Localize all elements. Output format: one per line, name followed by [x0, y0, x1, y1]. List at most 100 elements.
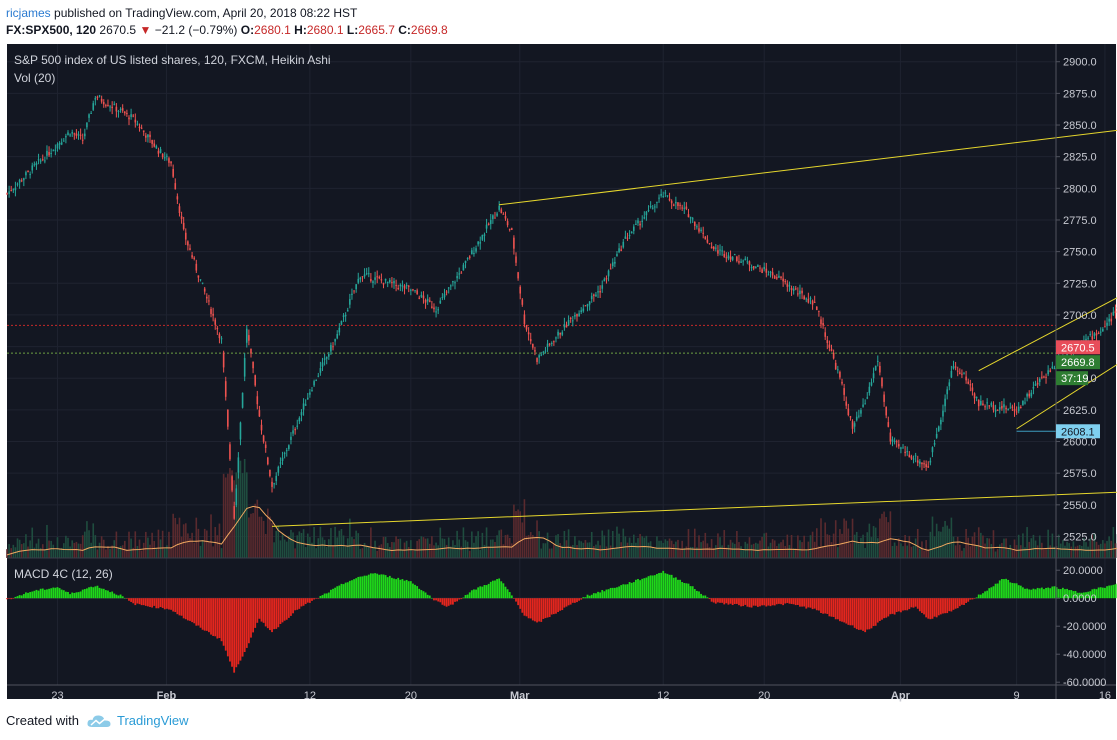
volume-bar [10, 548, 13, 558]
macd-bar [784, 598, 787, 604]
candle-body [748, 261, 751, 266]
macd-bar [944, 598, 946, 614]
volume-bar [260, 516, 263, 558]
price-axis[interactable]: 2525.02550.02575.02600.02625.02650.02675… [1056, 57, 1097, 544]
macd-bar [601, 590, 604, 599]
macd-bar [353, 579, 355, 599]
volume-bar [998, 544, 1001, 558]
volume-bar [912, 545, 915, 558]
candle-body [1011, 406, 1014, 408]
volume-bar [529, 532, 532, 558]
volume-bar [237, 471, 240, 558]
macd-bar [332, 588, 334, 599]
volume-bar [942, 526, 944, 558]
candle-body [464, 260, 467, 264]
candle-body [115, 106, 118, 112]
candle-body [643, 217, 646, 219]
macd-bar [830, 598, 833, 617]
candle-body [483, 234, 486, 236]
macd-bar [996, 583, 999, 599]
macd-bar [12, 598, 15, 599]
macd-bar [113, 593, 116, 599]
candle-body [921, 462, 923, 465]
time-axis[interactable]: 23Feb1220Mar1220Apr916May [51, 690, 1117, 702]
volume-bar [517, 509, 519, 558]
time-tick-label: 12 [304, 690, 316, 702]
volume-bar [424, 538, 427, 558]
volume-bar [607, 529, 610, 558]
candle-body [243, 358, 246, 377]
macd-bar [56, 587, 59, 599]
macd-bar [279, 598, 282, 624]
volume-bar [532, 535, 534, 558]
macd-bar [765, 598, 768, 607]
candle-body [721, 250, 723, 252]
candle-body [109, 106, 111, 108]
macd-bar [348, 580, 351, 599]
macd-bar [588, 595, 591, 599]
candle-body [746, 261, 749, 263]
macd-bar [820, 598, 822, 613]
candle-body [542, 351, 545, 353]
macd-bar [891, 598, 894, 614]
chart-canvas[interactable]: 2525.02550.02575.02600.02625.02650.02675… [0, 40, 1117, 705]
candle-body [384, 278, 387, 281]
candle-body [666, 195, 669, 197]
macd-bar [578, 598, 581, 601]
candle-body [548, 343, 551, 345]
candle-body [651, 207, 654, 209]
candle-body [50, 152, 52, 154]
volume-bar [39, 547, 42, 558]
volume-bar [977, 527, 980, 558]
trend-lines[interactable] [271, 106, 1117, 527]
macd-tick-label: -40.0000 [1063, 649, 1106, 661]
candle-body [340, 320, 343, 325]
candle-body [853, 423, 856, 427]
macd-bar [866, 598, 869, 630]
candle-body [1106, 322, 1108, 326]
volume-bar [561, 545, 564, 558]
volume-bar [397, 539, 400, 558]
candle-body [58, 143, 61, 145]
volume-bar [92, 523, 95, 558]
candle-body [361, 276, 364, 278]
macd-bar [778, 598, 780, 604]
volume-bar [895, 545, 898, 558]
macd-bar [25, 592, 27, 599]
volume-bar [111, 545, 113, 558]
candle-body [433, 307, 435, 310]
macd-bar [117, 595, 120, 599]
author-link[interactable]: ricjames [6, 6, 51, 20]
macd-bar [517, 598, 520, 606]
macd-bar [965, 598, 968, 604]
volume-bar [12, 544, 15, 558]
candle-body [750, 267, 753, 269]
volume-bar [182, 524, 185, 558]
volume-bar [767, 546, 770, 558]
volume-bar [216, 535, 219, 558]
macd-bar [338, 585, 341, 599]
candle-body [296, 425, 299, 427]
volume-bar [904, 534, 906, 558]
tradingview-brand-link[interactable]: TradingView [116, 713, 189, 728]
volume-bar [712, 548, 715, 558]
candle-body [563, 324, 566, 328]
volume-bar [849, 543, 852, 558]
volume-bar [340, 528, 343, 558]
volume-bar [515, 511, 517, 558]
volume-bar [832, 533, 835, 558]
volume-bar [145, 531, 147, 558]
candle-body [527, 332, 530, 335]
volume-bar [58, 548, 61, 558]
volume-bar [151, 532, 153, 558]
volume-bar [105, 549, 107, 558]
macd-bar [857, 598, 860, 630]
macd-tick-label: 20.0000 [1063, 565, 1103, 577]
volume-bar [466, 541, 469, 558]
volume-bar [900, 543, 902, 558]
candle-body [292, 430, 294, 434]
macd-bar [311, 598, 313, 601]
volume-bar [349, 518, 351, 558]
macd-bar [468, 592, 471, 599]
